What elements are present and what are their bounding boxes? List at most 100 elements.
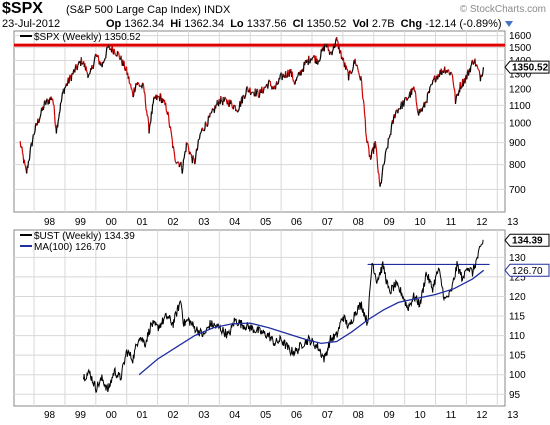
price-segment [244,94,247,97]
price-segment [396,109,398,112]
y-tick-label: 100 [509,370,526,381]
price-segment [183,153,186,159]
price-segment [207,115,210,125]
price-segment [187,145,190,151]
price-segment [59,102,62,112]
price-segment [406,98,409,100]
x-tick-label: 09 [384,410,396,421]
price-segment [425,101,427,103]
price-segment [366,140,369,145]
price-segment [180,161,183,171]
price-segment [362,98,364,101]
price-segment [385,148,388,151]
price-segment [383,163,385,166]
ma-value-label-box [504,263,550,277]
price-segment [147,115,150,121]
x-tick-label: 00 [106,410,118,421]
price-segment [130,84,132,89]
price-segment [218,99,221,105]
y-tick-label: 900 [509,138,526,149]
price-segment [134,83,137,89]
chart-date: 23-Jul-2012 [2,18,61,30]
price-segment [159,93,162,96]
price-segment [86,71,88,73]
price-segment [426,92,429,103]
price-segment [68,79,71,84]
price-segment [416,105,419,111]
price-segment [434,75,436,83]
price-segment [446,70,449,73]
y-tick-label: 1100 [509,101,531,112]
price-segment [470,64,472,66]
x-tick-label: 13 [507,410,519,421]
price-segment [173,155,176,162]
x-tick-label: 06 [291,410,303,421]
price-segment [478,70,481,76]
price-segment [205,123,208,126]
price-segment [406,99,408,101]
price-segment [144,92,147,104]
price-segment [306,59,309,61]
price-segment [200,131,202,134]
y-tick-label: 1200 [509,85,532,96]
y-tick-label: 95 [509,390,521,401]
price-segment [472,63,475,65]
y-tick-label: 800 [509,160,526,171]
price-segment [113,48,116,52]
price-segment [182,159,185,169]
price-segment [33,133,35,136]
price-segment [64,85,67,88]
price-segment [114,51,116,55]
price-segment [392,116,395,124]
price-segment [225,98,228,103]
price-segment [267,82,270,89]
price-segment [304,61,306,66]
price-segment [82,62,84,65]
price-segment [387,137,389,149]
price-segment [250,92,252,96]
y-tick-label: 110 [509,331,525,342]
dropdown-arrow-icon[interactable] [504,21,513,28]
x-tick-label: 12 [476,410,488,421]
x-tick-label: 05 [260,410,272,421]
price-segment [220,95,223,102]
price-segment [416,110,419,114]
price-segment [193,157,195,160]
price-segment [203,128,206,132]
y-tick-label: 1000 [509,119,532,130]
price-segment [246,86,249,89]
price-segment [383,160,386,165]
x-tick-label: 09 [384,217,396,228]
price-segment [58,111,61,114]
price-segment [179,162,182,166]
price-segment [295,77,298,81]
price-segment [371,149,373,152]
price-segment [230,100,233,103]
x-tick-label: 07 [322,410,334,421]
price-segment [431,79,434,85]
price-segment [216,100,219,104]
price-segment [24,164,27,167]
x-tick-label: 03 [198,217,210,228]
price-segment [286,76,288,78]
price-segment [92,64,95,69]
plot-frame [13,229,506,407]
price-segment [85,66,88,72]
price-segment [74,66,77,73]
price-segment [33,130,36,134]
price-segment [29,145,32,150]
price-segment [237,110,240,112]
price-segment [339,49,342,52]
price-segment [263,86,266,88]
y-tick-label: 105 [509,351,526,362]
price-segment [46,98,48,100]
price-segment [346,69,349,73]
price-segment [172,146,175,151]
price-segment [319,56,322,60]
price-segment [429,85,432,88]
y-tick-label: 1500 [509,43,532,54]
price-segment [360,76,363,82]
price-segment [70,74,73,82]
price-segment [146,111,148,117]
